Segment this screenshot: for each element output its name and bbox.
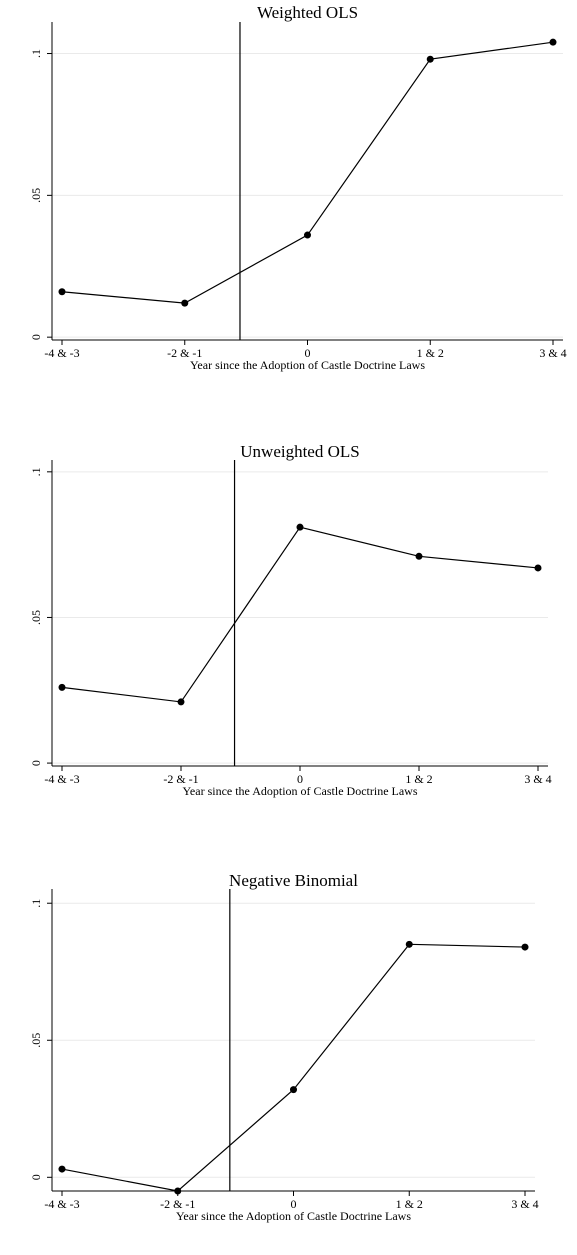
x-tick-label: -4 & -3	[44, 346, 79, 360]
chart-title: Negative Binomial	[229, 871, 358, 890]
x-tick-label: 3 & 4	[524, 772, 551, 786]
y-tick-label: 0	[29, 1174, 43, 1180]
series-line	[61, 943, 526, 1192]
data-point-2	[296, 523, 304, 531]
chart-panel-2: Unweighted OLS 0 .05 .1 -4 & -3 -2 & -1 0 1 & 2…	[0, 430, 577, 820]
data-point-3	[426, 55, 434, 63]
x-tick-label: 3 & 4	[511, 1197, 538, 1211]
data-point-3	[415, 552, 423, 560]
x-axis-label: Year since the Adoption of Castle Doctri…	[190, 358, 425, 372]
y-tick-label: .05	[29, 1033, 43, 1048]
x-tick-label: 0	[297, 772, 303, 786]
data-point-0	[58, 1165, 66, 1173]
x-tick-label: -2 & -1	[160, 1197, 195, 1211]
x-tick-label: 0	[291, 1197, 297, 1211]
data-point-0	[58, 683, 66, 691]
y-tick-label: .1	[29, 49, 43, 58]
series-line	[61, 41, 554, 304]
x-axis-label: Year since the Adoption of Castle Doctri…	[176, 1209, 411, 1223]
data-point-4	[549, 38, 557, 46]
y-tick-label: .1	[29, 467, 43, 476]
data-point-0	[58, 288, 66, 296]
x-tick-label: -4 & -3	[44, 772, 79, 786]
x-axis-label: Year since the Adoption of Castle Doctri…	[182, 784, 417, 798]
data-point-1	[181, 299, 189, 307]
chart-unweighted-ols: Unweighted OLS 0 .05 .1 -4 & -3 -2 & -1 0 1 & 2…	[29, 442, 552, 798]
chart-title: Weighted OLS	[257, 3, 358, 22]
chart-panel-1: Weighted OLS 0 .05 .1 -4 & -3 -2 & -1 0 1 & 2 3 …	[0, 0, 577, 395]
y-tick-label: .05	[29, 188, 43, 203]
x-tick-label: -2 & -1	[167, 346, 202, 360]
x-tick-label: 3 & 4	[539, 346, 566, 360]
y-tick-label: .05	[29, 610, 43, 625]
chart-panel-3: Negative Binomial 0 .05 .1 -4 & -3 -2 & -1 0 1 …	[0, 865, 577, 1255]
data-point-2	[290, 1086, 297, 1094]
data-point-4	[521, 943, 529, 951]
series-line	[61, 526, 539, 703]
y-tick-label: .1	[29, 899, 43, 908]
data-point-3	[405, 940, 413, 948]
chart-negative-binomial: Negative Binomial 0 .05 .1 -4 & -3 -2 & -1 0 1 …	[29, 871, 539, 1223]
x-tick-label: 0	[305, 346, 311, 360]
chart-title: Unweighted OLS	[240, 442, 359, 461]
data-point-2	[304, 231, 311, 239]
data-point-1	[177, 698, 185, 706]
x-tick-label: -2 & -1	[163, 772, 198, 786]
chart-weighted-ols: Weighted OLS 0 .05 .1 -4 & -3 -2 & -1 0 1 & 2 3 …	[29, 3, 567, 372]
y-tick-label: 0	[29, 760, 43, 766]
data-point-1	[174, 1187, 182, 1195]
y-tick-label: 0	[29, 334, 43, 340]
x-tick-label: 1 & 2	[417, 346, 444, 360]
data-point-4	[534, 564, 542, 572]
x-tick-label: -4 & -3	[44, 1197, 79, 1211]
x-tick-label: 1 & 2	[396, 1197, 423, 1211]
x-tick-label: 1 & 2	[405, 772, 432, 786]
